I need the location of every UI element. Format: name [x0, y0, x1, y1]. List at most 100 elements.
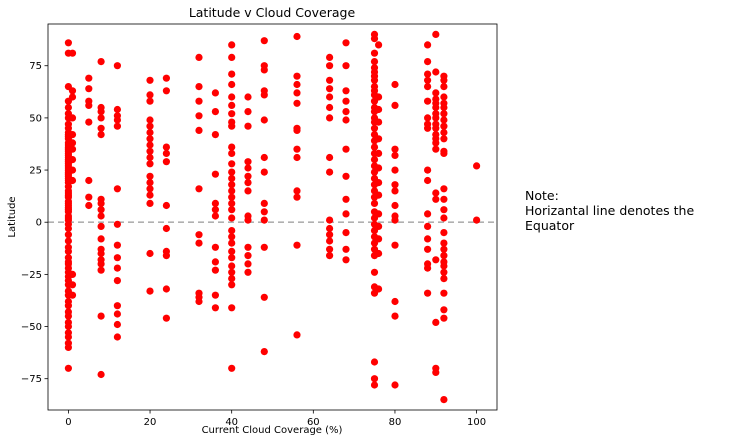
data-point	[228, 239, 236, 247]
data-point	[64, 333, 72, 341]
data-point	[440, 76, 448, 84]
data-point	[211, 304, 219, 312]
data-point	[342, 87, 350, 95]
data-point	[326, 103, 334, 112]
data-point	[244, 164, 252, 172]
data-point	[326, 168, 334, 176]
data-point	[293, 145, 301, 153]
data-point	[370, 49, 379, 57]
data-point	[68, 131, 77, 139]
data-point	[391, 312, 399, 320]
data-point	[146, 160, 154, 168]
data-point	[440, 239, 448, 247]
data-point	[326, 62, 334, 70]
data-point	[432, 318, 440, 326]
data-point	[375, 285, 383, 293]
data-point	[244, 260, 252, 268]
data-point	[68, 87, 77, 95]
data-point	[342, 245, 350, 253]
data-point	[432, 114, 440, 122]
data-point	[146, 76, 154, 84]
data-point	[162, 87, 170, 95]
data-point	[432, 256, 440, 264]
data-point	[293, 187, 301, 195]
data-points	[64, 30, 481, 404]
data-point	[146, 153, 154, 162]
data-point	[228, 143, 236, 151]
data-point	[342, 62, 350, 70]
data-point	[391, 381, 399, 389]
data-point	[244, 172, 252, 180]
data-point	[293, 80, 301, 89]
data-point	[432, 145, 440, 153]
data-point	[195, 126, 203, 134]
data-point	[211, 170, 219, 178]
data-point	[432, 368, 440, 376]
data-point	[68, 139, 77, 147]
data-point	[342, 97, 350, 105]
data-point	[326, 252, 334, 260]
data-point	[244, 93, 252, 101]
data-point	[370, 35, 379, 43]
data-point	[473, 216, 481, 224]
data-point	[342, 256, 350, 264]
x-tick-label: 0	[65, 417, 71, 428]
data-point	[260, 153, 268, 162]
data-point	[440, 275, 448, 283]
data-point	[64, 364, 72, 372]
data-point	[375, 93, 383, 101]
data-point	[64, 343, 72, 351]
data-point	[244, 252, 252, 260]
data-point	[260, 116, 268, 124]
data-point	[326, 231, 334, 239]
data-point	[391, 101, 399, 109]
data-point	[473, 162, 481, 170]
y-tick-label: 0	[36, 218, 42, 229]
data-point	[211, 266, 219, 274]
data-point	[391, 297, 399, 306]
data-point	[162, 252, 170, 260]
data-point	[391, 145, 399, 153]
data-point	[326, 53, 334, 62]
data-point	[370, 199, 379, 207]
data-point	[440, 314, 448, 322]
data-point	[326, 224, 334, 233]
data-point	[113, 241, 121, 249]
data-point	[85, 193, 93, 201]
data-point	[375, 210, 383, 218]
data-point	[162, 143, 170, 151]
data-point	[97, 260, 105, 268]
data-point	[375, 149, 383, 157]
data-point	[68, 114, 77, 122]
data-point	[211, 89, 219, 97]
data-point	[391, 241, 399, 249]
data-point	[391, 187, 399, 195]
data-point	[391, 151, 399, 159]
data-point	[424, 264, 432, 272]
data-point	[424, 289, 432, 297]
data-point	[260, 199, 268, 207]
chart-title: Latitude v Cloud Coverage	[189, 5, 356, 20]
data-point	[228, 193, 236, 201]
x-tick-label: 80	[389, 417, 402, 428]
data-point	[326, 85, 334, 93]
data-point	[244, 243, 252, 251]
data-point	[228, 80, 236, 89]
data-point	[244, 179, 252, 187]
data-point	[370, 58, 379, 66]
data-point	[162, 285, 170, 293]
data-point	[342, 116, 350, 124]
data-point	[440, 252, 448, 260]
data-point	[162, 314, 170, 322]
data-point	[244, 216, 252, 224]
data-point	[342, 39, 350, 47]
data-point	[68, 93, 77, 101]
data-point	[375, 135, 383, 143]
data-point	[440, 206, 448, 214]
data-point	[211, 212, 219, 220]
data-point	[228, 364, 236, 372]
y-tick-label: −50	[21, 322, 42, 333]
data-point	[424, 41, 432, 49]
data-point	[391, 181, 399, 189]
data-point	[244, 187, 252, 195]
